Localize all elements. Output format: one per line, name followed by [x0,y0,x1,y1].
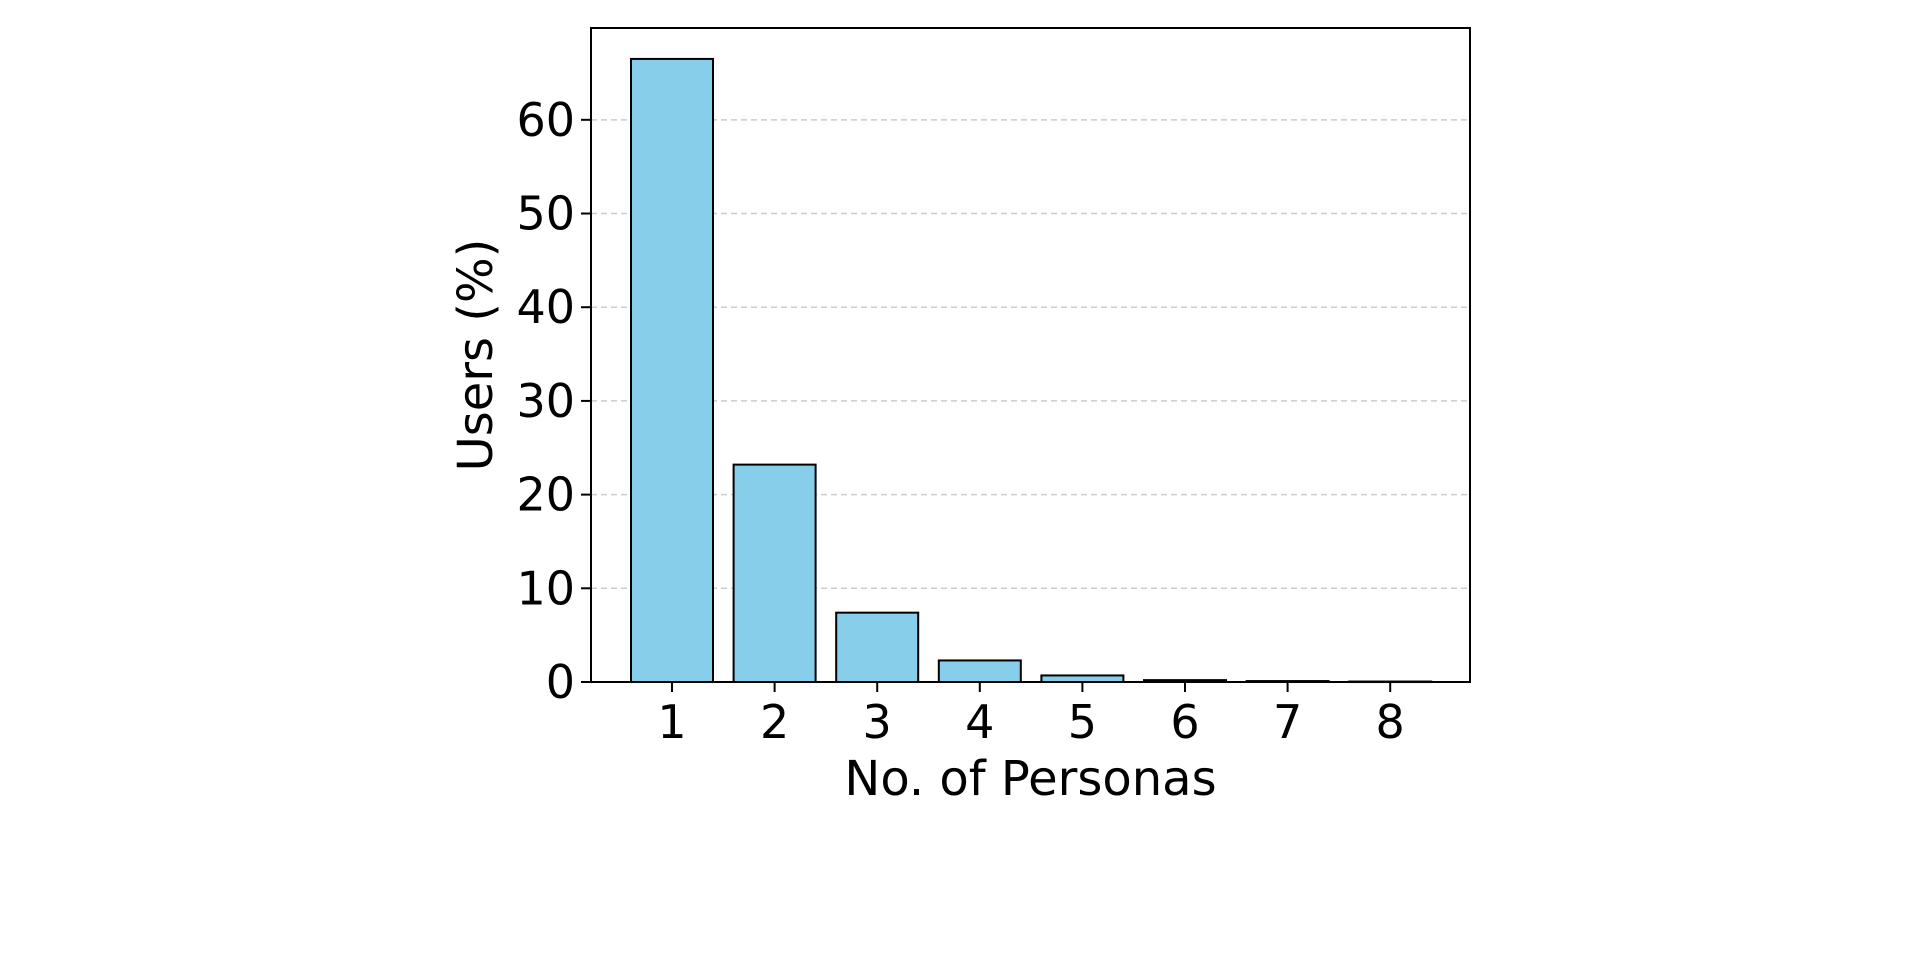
y-tick-label: 20 [516,468,575,522]
y-tick-label: 0 [546,655,575,709]
grid-lines [591,119,1470,590]
y-axis-title: Users (%) [448,239,504,472]
y-tick-label: 30 [516,374,575,428]
x-tick-label: 1 [657,695,686,749]
bar-3 [835,611,920,683]
x-tick-label: 5 [1068,695,1097,749]
bar-1 [630,57,714,683]
y-tick-label: 50 [516,187,575,241]
x-axis-title: No. of Personas [844,751,1216,807]
x-tick-label: 7 [1273,695,1302,749]
y-tick-label: 10 [516,561,575,615]
x-tick-label: 2 [760,695,789,749]
bar-4 [937,659,1022,683]
bar-2 [732,463,817,683]
y-axis-ticks: 0 10 20 30 40 50 60 [516,93,591,709]
plot-frame [590,27,1471,683]
x-tick-label: 8 [1376,695,1405,749]
y-tick-label: 60 [516,93,575,147]
x-tick-label: 3 [863,695,892,749]
x-tick-label: 4 [965,695,994,749]
y-tick-label: 40 [516,280,575,334]
x-axis-ticks: 1 2 3 4 5 6 7 8 [657,682,1405,749]
x-tick-label: 6 [1170,695,1199,749]
